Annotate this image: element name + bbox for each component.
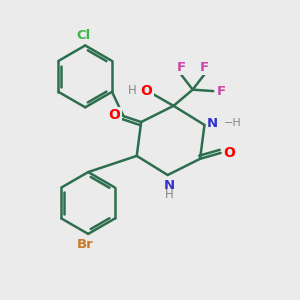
Text: O: O xyxy=(140,83,152,98)
Text: −H: −H xyxy=(224,118,242,128)
Text: N: N xyxy=(207,117,218,130)
Text: H: H xyxy=(128,84,137,97)
Text: O: O xyxy=(109,108,121,122)
Text: N: N xyxy=(164,179,175,192)
Text: Br: Br xyxy=(77,238,94,251)
Text: F: F xyxy=(176,61,185,74)
Text: H: H xyxy=(165,188,173,201)
Text: F: F xyxy=(200,61,209,74)
Text: O: O xyxy=(223,146,235,160)
Text: F: F xyxy=(217,85,226,98)
Text: Cl: Cl xyxy=(76,29,91,42)
